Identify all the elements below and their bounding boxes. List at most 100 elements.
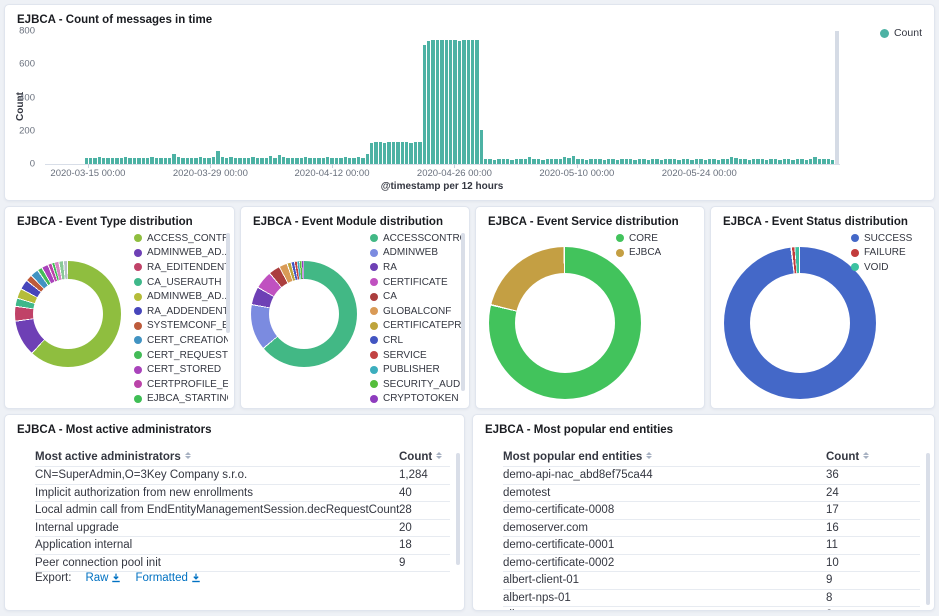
legend-item[interactable]: ADMINWEB_AD... [134, 289, 228, 304]
bar[interactable] [712, 159, 716, 164]
bar[interactable] [453, 40, 457, 164]
legend-item[interactable]: CERT_STORED [134, 362, 228, 377]
bar[interactable] [119, 157, 124, 164]
bar[interactable] [290, 158, 295, 164]
bar[interactable] [756, 159, 760, 164]
bar[interactable] [664, 159, 668, 164]
bar[interactable] [409, 142, 413, 164]
bar[interactable] [154, 157, 159, 164]
bar[interactable] [220, 157, 225, 164]
bar[interactable] [347, 157, 352, 164]
bar[interactable] [444, 40, 448, 164]
bar[interactable] [747, 159, 751, 164]
bar[interactable] [238, 157, 242, 164]
bar[interactable] [369, 143, 374, 164]
legend-item[interactable]: ADMINWEB_AD... [134, 246, 228, 261]
sort-icon[interactable] [646, 452, 653, 459]
bar[interactable] [523, 159, 527, 164]
bar[interactable] [484, 159, 488, 164]
bar[interactable] [132, 157, 137, 164]
bar[interactable] [576, 159, 580, 164]
bar[interactable] [264, 157, 268, 164]
bar[interactable] [352, 157, 356, 164]
table-scrollbar[interactable] [456, 453, 460, 565]
bar[interactable] [286, 157, 290, 164]
legend-item[interactable]: ADMINWEB [370, 246, 464, 261]
bar[interactable] [734, 158, 738, 164]
export-formatted-link[interactable]: Formatted [135, 572, 200, 584]
bar[interactable] [580, 159, 585, 164]
bar[interactable] [246, 158, 251, 164]
bar[interactable] [721, 159, 725, 164]
bar[interactable] [492, 159, 497, 164]
export-raw-link[interactable]: Raw [85, 572, 121, 584]
column-header[interactable]: Count [399, 451, 450, 463]
bar[interactable] [115, 157, 119, 164]
bar[interactable] [686, 159, 690, 164]
bar[interactable] [418, 142, 422, 164]
bar[interactable] [356, 156, 361, 164]
bar[interactable] [699, 159, 703, 164]
legend-item[interactable]: CERT_CREATION [134, 333, 228, 348]
legend-item[interactable]: CERTPROFILE_E... [134, 377, 228, 392]
bar[interactable] [225, 157, 229, 164]
legend-item[interactable]: CRYPTOTOKEN [370, 392, 464, 407]
bar[interactable] [501, 159, 506, 164]
bar[interactable] [317, 157, 321, 164]
bar[interactable] [343, 157, 347, 164]
bar[interactable] [822, 159, 826, 164]
bar[interactable] [172, 153, 176, 164]
bar[interactable] [725, 159, 729, 164]
bar[interactable] [830, 159, 835, 164]
bar[interactable] [694, 159, 699, 164]
bar[interactable] [589, 159, 593, 164]
bar[interactable] [497, 158, 501, 164]
bar[interactable] [729, 156, 734, 164]
legend-item[interactable]: CORE [616, 231, 661, 246]
bar[interactable] [808, 159, 813, 164]
bar[interactable] [277, 155, 282, 164]
bar[interactable] [396, 141, 400, 164]
bar[interactable] [167, 157, 172, 164]
bar[interactable] [475, 40, 479, 164]
bar[interactable] [84, 158, 88, 164]
bar[interactable] [826, 159, 830, 164]
bar[interactable] [470, 39, 475, 164]
bar[interactable] [628, 159, 633, 164]
bar[interactable] [334, 158, 339, 164]
bar[interactable] [207, 158, 211, 164]
bar[interactable] [519, 158, 523, 164]
bar[interactable] [145, 158, 150, 164]
bar[interactable] [361, 157, 365, 164]
bar[interactable] [804, 159, 808, 164]
bar[interactable] [716, 159, 721, 164]
bar[interactable] [260, 157, 264, 164]
bar[interactable] [440, 40, 444, 164]
bar[interactable] [124, 157, 128, 164]
bar[interactable] [211, 156, 216, 164]
bar[interactable] [514, 159, 519, 164]
bar[interactable] [527, 156, 532, 164]
bar[interactable] [650, 159, 655, 164]
legend-item[interactable]: ACCESS_CONTR... [134, 231, 228, 246]
bar[interactable] [624, 159, 628, 164]
donut-chart-event-type[interactable] [15, 261, 121, 367]
bar[interactable] [102, 158, 106, 164]
bar[interactable] [571, 156, 576, 164]
legend-item[interactable]: SUCCESS [851, 231, 912, 246]
bar[interactable] [383, 142, 387, 164]
donut-chart-event-status[interactable] [724, 247, 876, 399]
bar[interactable] [769, 159, 773, 164]
bar[interactable] [378, 142, 383, 164]
bar[interactable] [655, 159, 659, 164]
bar[interactable] [391, 142, 396, 164]
bar[interactable] [690, 159, 694, 164]
bar[interactable] [646, 159, 650, 164]
bar[interactable] [620, 159, 624, 164]
bar[interactable] [163, 157, 167, 164]
bar-series[interactable] [45, 31, 840, 164]
legend-item[interactable]: CA_USERAUTH [134, 275, 228, 290]
bar[interactable] [312, 158, 317, 164]
bar[interactable] [181, 157, 185, 164]
legend-item[interactable]: SECURITY_AUDIT [370, 377, 464, 392]
